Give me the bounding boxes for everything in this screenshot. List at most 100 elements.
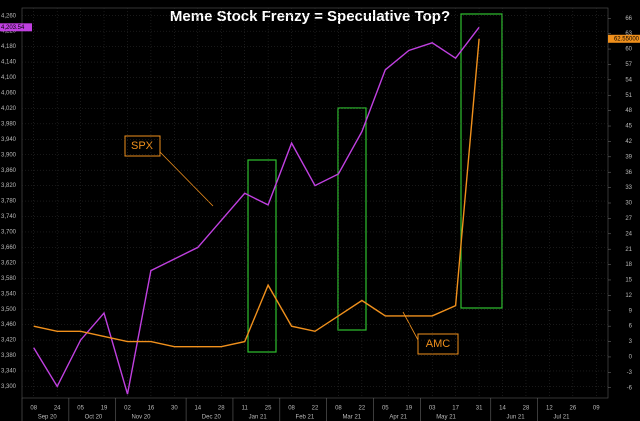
last-value-tag xyxy=(608,34,640,43)
x-tick-label: 14 xyxy=(194,406,201,412)
y2-tick-label: 9 xyxy=(629,308,633,314)
highlight-box xyxy=(247,159,277,353)
y-tick-label: 3,740 xyxy=(1,214,17,220)
x-tick-label: 08 xyxy=(30,406,37,412)
month-label: Sep 20 xyxy=(38,415,58,421)
y2-tick-label: 24 xyxy=(625,231,632,237)
y2-tick-label: 30 xyxy=(625,201,632,207)
y-tick-label: 4,140 xyxy=(1,60,17,66)
y-tick-label: 3,300 xyxy=(1,384,17,390)
x-tick-label: 28 xyxy=(523,406,530,412)
x-tick-label: 24 xyxy=(54,406,61,412)
month-label: Dec 20 xyxy=(202,415,222,421)
y-tick-label: 3,340 xyxy=(1,369,17,375)
annotation: SPX xyxy=(131,140,154,152)
y-tick-label: 3,460 xyxy=(1,322,17,328)
y2-tick-label: 27 xyxy=(625,216,632,222)
y-tick-label: 4,260 xyxy=(1,13,17,19)
x-tick-label: 08 xyxy=(335,406,342,412)
y-tick-label: 4,180 xyxy=(1,44,17,50)
y-tick-label: 3,580 xyxy=(1,276,17,282)
x-tick-label: 11 xyxy=(242,406,249,412)
x-tick-label: 28 xyxy=(218,406,225,412)
y2-tick-label: 33 xyxy=(625,185,632,191)
x-tick-label: 26 xyxy=(569,406,576,412)
highlight-box xyxy=(460,13,503,309)
x-tick-label: 19 xyxy=(405,406,412,412)
y-tick-label: 3,540 xyxy=(1,291,17,297)
x-tick-label: 31 xyxy=(476,406,483,412)
month-label: Nov 20 xyxy=(131,415,151,421)
y-tick-label: 3,820 xyxy=(1,183,17,189)
y-tick-label: 3,940 xyxy=(1,137,17,143)
annotation-leader xyxy=(159,151,214,207)
series-line xyxy=(33,38,480,348)
y-tick-label: 4,020 xyxy=(1,106,17,112)
y2-tick-label: 51 xyxy=(625,93,632,99)
x-tick-label: 17 xyxy=(452,406,459,412)
y2-tick-label: 12 xyxy=(625,293,632,299)
month-label: Oct 20 xyxy=(85,415,103,421)
y2-tick-label: 15 xyxy=(625,278,632,284)
y2-tick-label: 21 xyxy=(625,247,632,253)
highlight-box xyxy=(337,107,367,331)
y-tick-label: 3,380 xyxy=(1,353,17,359)
series-line xyxy=(33,26,480,395)
y-tick-label: 3,660 xyxy=(1,245,17,251)
y2-tick-label: 3 xyxy=(629,339,633,345)
x-tick-label: 03 xyxy=(429,406,436,412)
y-tick-label: 3,980 xyxy=(1,121,17,127)
y2-tick-label: 45 xyxy=(625,124,632,130)
y-tick-label: 4,100 xyxy=(1,75,17,81)
y2-tick-label: 6 xyxy=(629,324,633,330)
y2-tick-label: 66 xyxy=(625,16,632,22)
x-tick-label: 02 xyxy=(124,406,131,412)
month-label: May 21 xyxy=(436,415,456,421)
annotation: AMC xyxy=(426,338,451,350)
last-value-label: 62.55000 xyxy=(614,36,640,42)
y-tick-label: 4,220 xyxy=(1,29,17,35)
month-label: Feb 21 xyxy=(296,415,315,421)
y2-tick-label: 57 xyxy=(625,62,632,68)
y2-tick-label: 39 xyxy=(625,154,632,160)
y2-tick-label: 63 xyxy=(625,31,632,37)
last-value-tag xyxy=(0,23,32,32)
y-tick-label: 3,500 xyxy=(1,307,17,313)
x-tick-label: 25 xyxy=(265,406,272,412)
y2-tick-label: 48 xyxy=(625,108,632,114)
month-label: Jun 21 xyxy=(507,415,526,421)
y-tick-label: 3,620 xyxy=(1,260,17,266)
chart-title: Meme Stock Frenzy = Speculative Top? xyxy=(170,8,450,25)
y2-tick-label: 60 xyxy=(625,47,632,53)
y2-tick-label: 36 xyxy=(625,170,632,176)
annotation-box xyxy=(417,333,459,355)
y-tick-label: 3,900 xyxy=(1,152,17,158)
month-label: Mar 21 xyxy=(342,415,361,421)
annotation-leader xyxy=(402,311,419,341)
last-value-label: 4,203.54 xyxy=(1,25,25,31)
x-tick-label: 05 xyxy=(77,406,84,412)
y-tick-label: 4,060 xyxy=(1,91,17,97)
y2-tick-label: 0 xyxy=(629,355,633,361)
y2-tick-label: -6 xyxy=(627,385,633,391)
x-tick-label: 19 xyxy=(101,406,108,412)
y-tick-label: 3,780 xyxy=(1,199,17,205)
y2-tick-label: -3 xyxy=(627,370,633,376)
y-tick-label: 3,860 xyxy=(1,168,17,174)
x-tick-label: 14 xyxy=(499,406,506,412)
y-tick-label: 3,700 xyxy=(1,230,17,236)
x-tick-label: 05 xyxy=(382,406,389,412)
x-tick-label: 16 xyxy=(148,406,155,412)
x-tick-label: 22 xyxy=(359,406,366,412)
x-tick-label: 22 xyxy=(312,406,319,412)
x-tick-label: 09 xyxy=(593,406,600,412)
y2-tick-label: 18 xyxy=(625,262,632,268)
annotation-box xyxy=(124,135,161,157)
y2-tick-label: 54 xyxy=(625,77,632,83)
y-tick-label: 3,420 xyxy=(1,338,17,344)
x-tick-label: 30 xyxy=(171,406,178,412)
x-tick-label: 12 xyxy=(546,406,553,412)
month-label: Jul 21 xyxy=(553,415,570,421)
month-label: Jan 21 xyxy=(249,415,268,421)
